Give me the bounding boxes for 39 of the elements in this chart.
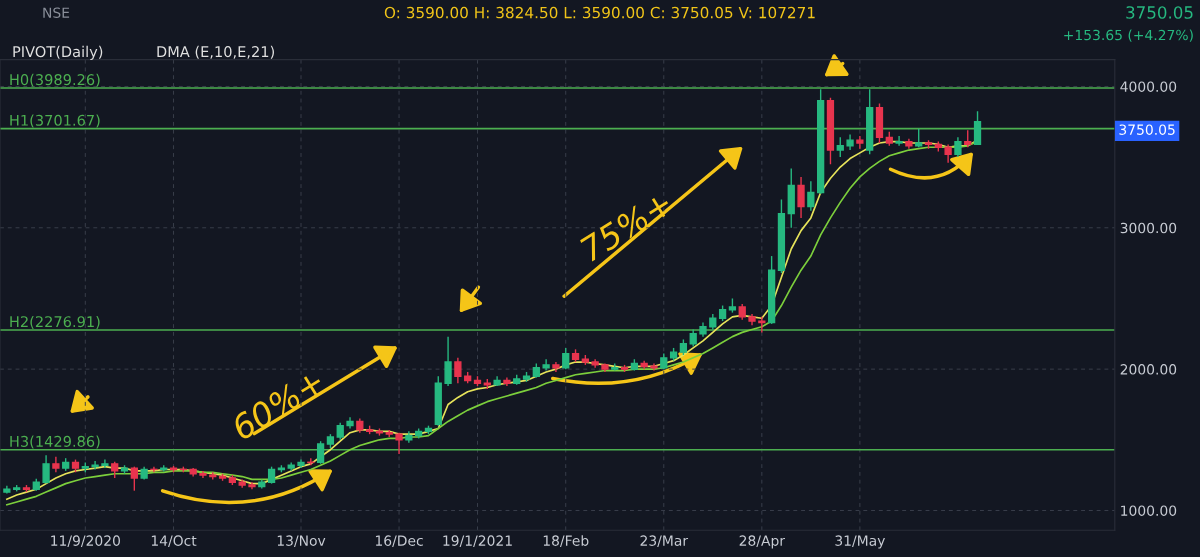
x-tick-label: 14/Oct — [151, 535, 197, 547]
x-tick-label: 11/9/2020 — [51, 535, 120, 547]
x-tick-label: 18/Feb — [543, 535, 589, 547]
x-tick-label: 19/1/2021 — [443, 535, 512, 547]
candlestick — [836, 136, 844, 158]
candlestick — [758, 316, 766, 334]
candlestick — [797, 176, 805, 219]
candlestick — [895, 135, 903, 147]
text: +153.65 (+4.27%) — [1064, 29, 1193, 42]
ref-line-label: H2(2276.91) — [10, 315, 100, 329]
x-tick-label: 23/Mar — [640, 535, 689, 547]
candlestick — [562, 347, 570, 370]
ref-line-label: H3(1429.86) — [10, 435, 100, 449]
candlestick — [944, 143, 952, 164]
ref-line-label: H1(3701.67) — [10, 114, 100, 128]
annotation: PIVOT(Daily) — [13, 45, 103, 60]
candlestick — [316, 440, 325, 465]
ref-line-label: H0(3989.26) — [10, 73, 100, 87]
candlestick — [454, 357, 462, 384]
text: O: 3590.00 H: 3824.50 L: 3590.00 C: 3750.05 V: 107271 — [384, 6, 815, 19]
y-tick-label: 4000.00 — [1120, 81, 1177, 92]
candlestick — [807, 180, 815, 212]
x-tick-label: 13/Nov — [277, 535, 326, 547]
text: 3750.05 — [1126, 6, 1193, 19]
y-tick-label: 1000.00 — [1121, 505, 1177, 516]
text: NSE — [43, 7, 70, 18]
y-tick-label: 2000.00 — [1120, 364, 1177, 375]
text: 3750.05 — [1119, 124, 1175, 135]
y-tick-label: 3000.00 — [1120, 222, 1177, 234]
candlestick — [542, 358, 550, 372]
x-tick-label: 28/Apr — [739, 535, 786, 549]
candlestick — [130, 465, 138, 492]
text: DMA (E,10,E,21) — [157, 45, 274, 59]
x-tick-label: 16/Dec — [375, 535, 423, 547]
candlestick — [42, 454, 50, 485]
candlestick — [954, 136, 962, 158]
candlestick — [444, 335, 452, 387]
x-tick-label: 31/May — [835, 535, 885, 549]
candlestick — [973, 110, 982, 146]
